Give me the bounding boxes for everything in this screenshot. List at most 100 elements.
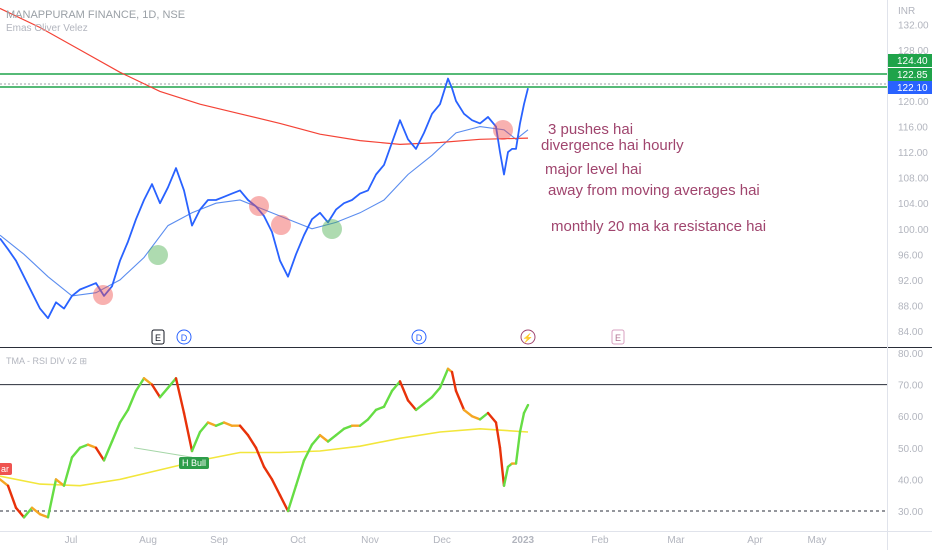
rsi-segment [502,465,510,487]
rsi-axis-tick: 30.00 [898,507,923,518]
x-axis-tick: Dec [433,535,451,546]
rsi-segment [198,421,210,434]
price-tag: 122.85 [897,70,928,81]
rsi-axis-tick: 80.00 [898,349,923,360]
rsi-segment [78,443,90,449]
rsi-segment [286,484,298,513]
highlight-circle [249,196,269,216]
rsi-axis-tick: 50.00 [898,444,923,455]
rsi-segment [262,465,274,481]
rsi-segment [470,415,482,421]
currency-label: INR [898,6,915,17]
rsi-segment [494,421,502,449]
symbol-title: MANAPPURAM FINANCE, 1D, NSE [6,9,185,21]
rsi-segment [126,389,138,412]
price-axis-tick: 108.00 [898,174,929,185]
x-axis-tick: Apr [747,535,763,546]
rsi-axis-tick: 40.00 [898,475,923,486]
rsi-segment [390,380,402,393]
rsi-segment [246,434,258,449]
x-axis-tick: Feb [591,535,609,546]
rsi-segment [158,386,170,399]
ema-20-line [0,126,529,297]
rsi-segment [46,478,58,519]
highlight-circle [271,215,291,235]
rsi-segment [222,421,234,427]
rsi-segment [94,446,106,462]
earnings-marker [151,329,165,345]
price-tag-bg [888,54,932,67]
price-tag-bg [888,68,932,81]
price-axis-tick: 92.00 [898,276,923,287]
rsi-segment [118,408,130,424]
rsi-segment [278,494,290,513]
rsi-axis-tick: 70.00 [898,381,923,392]
rsi-segment [438,367,450,389]
price-tag: 124.40 [897,56,928,67]
rsi-segment [422,396,434,405]
rsi-segment [310,434,322,446]
rsi-segment [486,411,498,424]
ema-200-line [0,7,529,146]
bear-label-bg [0,463,12,475]
rsi-segment [462,408,474,418]
x-axis-tick: Aug [139,535,157,546]
rsi-segment [366,408,378,421]
divergence-line [133,447,193,458]
x-axis-tick: May [808,535,827,546]
highlight-circle [322,219,342,239]
bear-label: ar [1,464,9,474]
rsi-segment [454,389,466,412]
rsi-segment [30,506,42,516]
price-axis-tick: 120.00 [898,97,929,108]
rsi-segment [374,405,386,412]
split-marker [520,329,536,345]
price-tag: 122.10 [897,83,928,94]
x-axis-tick: 2023 [512,535,535,546]
price-axis-tick: 128.00 [898,46,929,57]
x-axis-tick: Jul [65,535,78,546]
earnings-marker-label: E [615,333,621,343]
price-axis-tick: 96.00 [898,250,923,261]
rsi-segment [326,434,338,443]
rsi-segment [478,411,490,421]
rsi-segment [398,380,410,402]
rsi-segment [270,478,282,497]
rsi-segment [166,377,178,389]
rsi-segment [518,411,526,434]
rsi-panel-title: TMA - RSI DIV v2 ⊞ [6,356,87,366]
rsi-segment [498,446,506,487]
price-axis-tick: 132.00 [898,20,929,31]
rsi-segment [382,389,394,408]
price-axis-tick: 88.00 [898,301,923,312]
dividend-marker-label: D [416,333,423,343]
price-axis-tick: 104.00 [898,199,929,210]
rsi-segment [182,411,194,453]
rsi-segment [14,506,26,519]
rsi-segment [254,446,266,468]
rsi-segment [6,484,18,509]
rsi-segment [110,421,122,443]
rsi-segment [190,430,202,453]
price-axis-tick: 84.00 [898,327,923,338]
x-axis-tick: Oct [290,535,306,546]
rsi-axis-tick: 60.00 [898,412,923,423]
rsi-ma-line [0,427,529,487]
earnings-marker-label: E [155,333,161,343]
annotation-text: divergence hai hourly [541,137,684,154]
price-axis-tick: 112.00 [898,148,928,159]
rsi-segment [406,399,418,412]
highlight-circle [148,245,168,265]
rsi-segment [514,430,522,465]
rsi-segment [214,421,226,427]
rsi-segment [238,424,250,437]
rsi-segment [150,383,162,399]
rsi-segment [174,377,186,415]
rsi-segment [142,377,154,386]
price-axis-tick: 100.00 [898,225,929,236]
highlight-circle [493,120,513,140]
bull-label-bg [179,457,209,469]
lightning-icon: ⚡ [522,332,533,344]
